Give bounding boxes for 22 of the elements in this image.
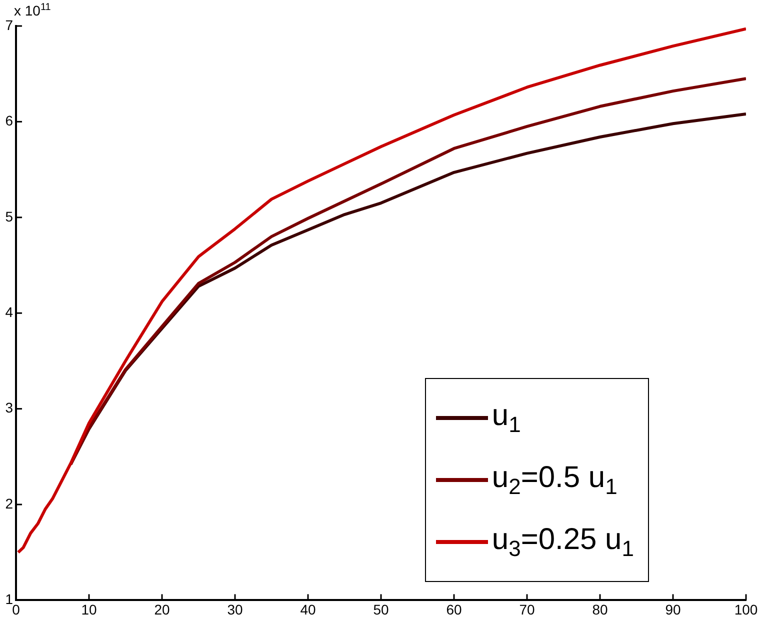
x-tick-label: 90 <box>665 601 681 618</box>
y-tick-label: 5 <box>5 208 14 224</box>
legend-label: u$_{1}$ <box>492 398 521 438</box>
y-tick-label: 2 <box>5 495 14 512</box>
x-tick-label: 60 <box>446 601 462 618</box>
legend-label: u$_{3}$=0.25 u$_{1}$ <box>492 522 634 562</box>
legend-label: u$_{2}$=0.5 u$_{1}$ <box>492 460 618 500</box>
x-tick-label: 70 <box>519 601 535 618</box>
x-tick-label: 100 <box>734 601 758 618</box>
y-tick-label: 7 <box>5 16 14 33</box>
x-tick-label: 80 <box>592 601 608 618</box>
x-tick-label: 10 <box>81 601 97 618</box>
text: x 10$^{11}$ <box>14 2 51 19</box>
y-tick-label: 4 <box>5 304 14 320</box>
x-tick-label: 50 <box>373 601 389 618</box>
y-tick-label: 3 <box>5 400 14 416</box>
x-tick-label: 0 <box>12 601 20 618</box>
x-tick-label: 40 <box>300 601 316 618</box>
x-tick-label: 30 <box>227 601 243 618</box>
y-tick-label: 1 <box>5 591 14 608</box>
y-tick-label: 6 <box>5 112 14 129</box>
x-tick-label: 20 <box>154 601 170 618</box>
